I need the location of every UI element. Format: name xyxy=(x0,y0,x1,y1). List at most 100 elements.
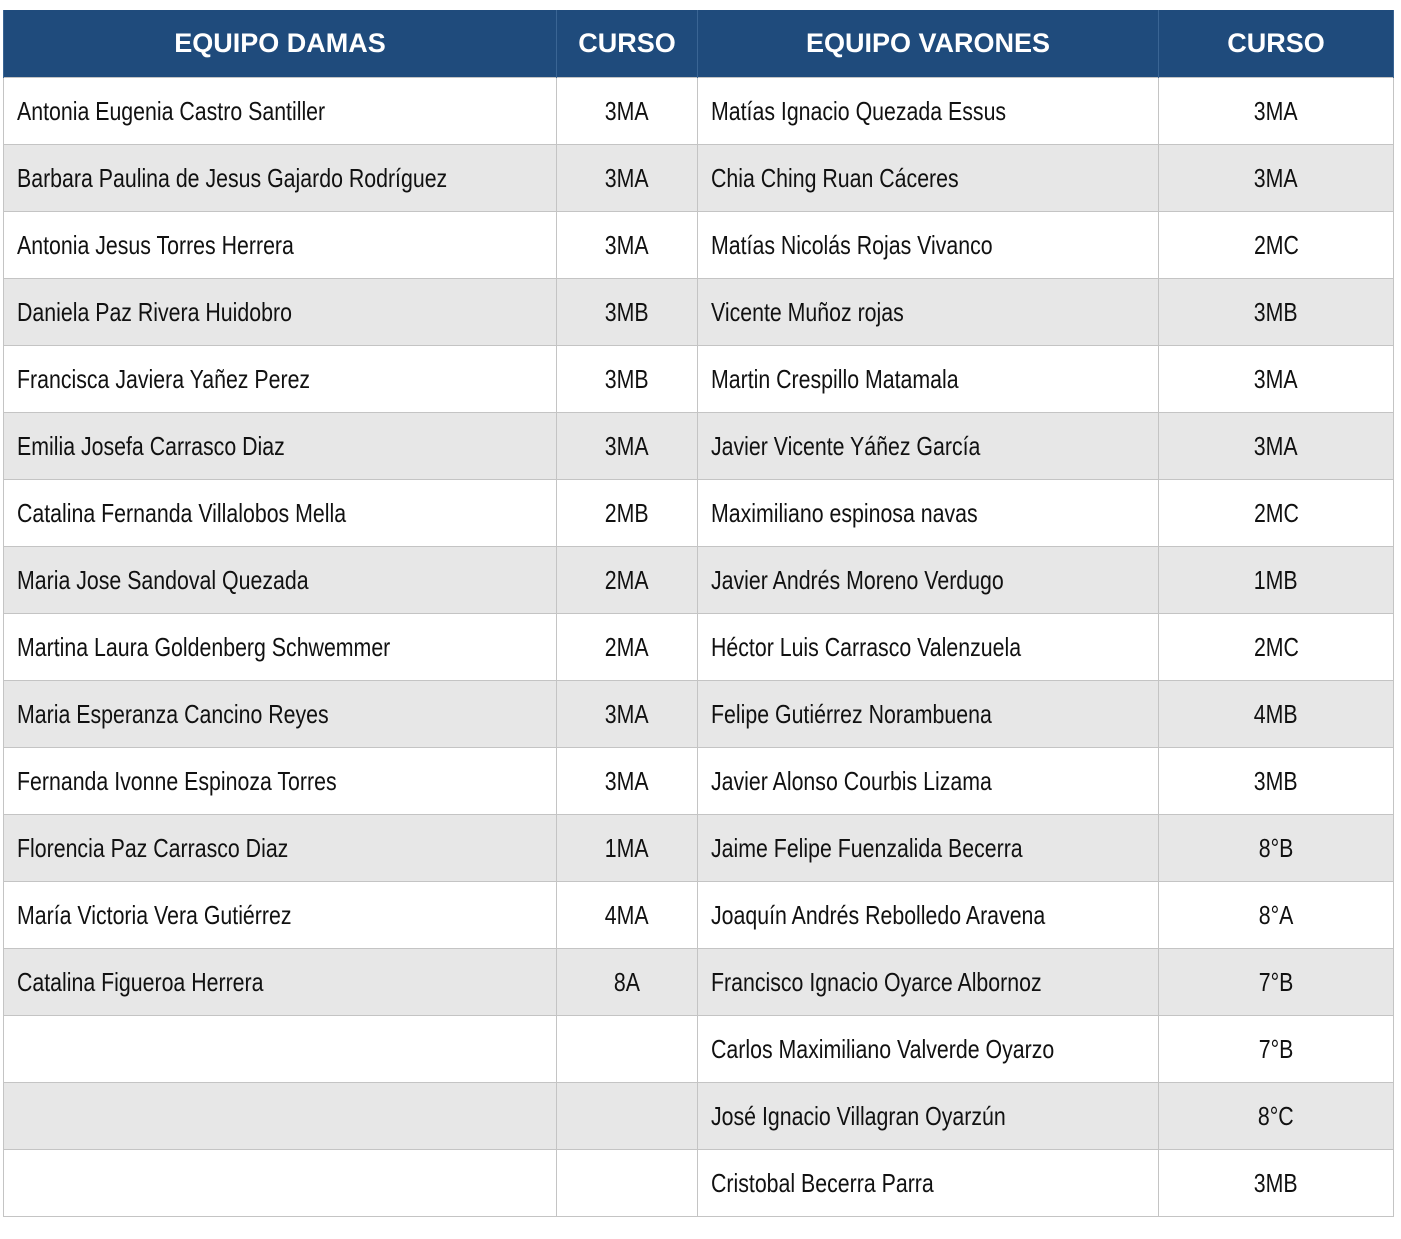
table-row: Barbara Paulina de Jesus Gajardo Rodrígu… xyxy=(3,144,1394,212)
header-equipo-damas: EQUIPO DAMAS xyxy=(3,10,557,78)
dama-curso-cell: 3MB xyxy=(556,278,698,346)
dama-name-text: María Victoria Vera Gutiérrez xyxy=(17,899,292,930)
dama-name-text: Catalina Figueroa Herrera xyxy=(17,966,264,997)
dama-curso-text: 3MA xyxy=(605,430,649,461)
varon-name-cell: Chia Ching Ruan Cáceres xyxy=(697,144,1159,212)
varon-name-cell: Javier Andrés Moreno Verdugo xyxy=(697,546,1159,614)
varon-name-text: José Ignacio Villagran Oyarzún xyxy=(711,1100,1006,1131)
dama-name-cell: Maria Jose Sandoval Quezada xyxy=(3,546,557,614)
varon-name-text: Vicente Muñoz rojas xyxy=(711,296,904,327)
dama-curso-cell: 3MA xyxy=(556,211,698,279)
varon-name-cell: Cristobal Becerra Parra xyxy=(697,1149,1159,1217)
dama-curso-cell: 2MA xyxy=(556,546,698,614)
dama-name-cell: Antonia Eugenia Castro Santiller xyxy=(3,77,557,145)
table-row: Catalina Fernanda Villalobos Mella 2MB Max… xyxy=(3,479,1394,547)
table-row: Daniela Paz Rivera Huidobro 3MB Vicente Mu… xyxy=(3,278,1394,346)
dama-name-cell: Daniela Paz Rivera Huidobro xyxy=(3,278,557,346)
varon-name-text: Martin Crespillo Matamala xyxy=(711,363,959,394)
dama-curso-text: 3MA xyxy=(605,229,649,260)
varon-curso-text: 2MC xyxy=(1253,497,1299,528)
dama-curso-cell: 3MA xyxy=(556,77,698,145)
varon-curso-text: 2MC xyxy=(1253,631,1299,662)
varon-name-cell: Jaime Felipe Fuenzalida Becerra xyxy=(697,814,1159,882)
dama-curso-text: 3MB xyxy=(605,363,649,394)
varon-name-text: Cristobal Becerra Parra xyxy=(711,1167,934,1198)
dama-name-text: Antonia Eugenia Castro Santiller xyxy=(17,95,326,126)
dama-curso-cell xyxy=(556,1015,698,1083)
varon-curso-text: 3MB xyxy=(1254,765,1298,796)
varon-name-cell: Maximiliano espinosa navas xyxy=(697,479,1159,547)
varon-curso-cell: 3MB xyxy=(1158,1149,1394,1217)
dama-curso-text: 3MA xyxy=(605,698,649,729)
dama-name-text: Daniela Paz Rivera Huidobro xyxy=(17,296,292,327)
varon-curso-cell: 8°C xyxy=(1158,1082,1394,1150)
varon-name-cell: Francisco Ignacio Oyarce Albornoz xyxy=(697,948,1159,1016)
varon-curso-cell: 8°A xyxy=(1158,881,1394,949)
varon-name-text: Matías Ignacio Quezada Essus xyxy=(711,95,1007,126)
dama-name-text: Antonia Jesus Torres Herrera xyxy=(17,229,294,260)
header-equipo-varones: EQUIPO VARONES xyxy=(697,10,1159,78)
varon-curso-cell: 7°B xyxy=(1158,948,1394,1016)
varon-name-text: Carlos Maximiliano Valverde Oyarzo xyxy=(711,1033,1055,1064)
varon-curso-text: 7°B xyxy=(1258,966,1294,997)
varon-name-cell: Javier Vicente Yáñez García xyxy=(697,412,1159,480)
dama-curso-text: 1MA xyxy=(605,832,649,863)
varon-name-cell: Héctor Luis Carrasco Valenzuela xyxy=(697,613,1159,681)
dama-curso-cell xyxy=(556,1149,698,1217)
dama-name-text: Emilia Josefa Carrasco Diaz xyxy=(17,430,285,461)
dama-name-text: Martina Laura Goldenberg Schwemmer xyxy=(17,631,391,662)
varon-curso-cell: 4MB xyxy=(1158,680,1394,748)
varon-curso-cell: 1MB xyxy=(1158,546,1394,614)
dama-curso-cell: 3MA xyxy=(556,412,698,480)
varon-curso-cell: 2MC xyxy=(1158,211,1394,279)
varon-curso-text: 2MC xyxy=(1253,229,1299,260)
varon-curso-cell: 3MA xyxy=(1158,345,1394,413)
dama-curso-text: 2MA xyxy=(605,564,649,595)
dama-name-text: Francisca Javiera Yañez Perez xyxy=(17,363,311,394)
varon-name-text: Chia Ching Ruan Cáceres xyxy=(711,162,959,193)
dama-curso-cell: 8A xyxy=(556,948,698,1016)
varon-curso-cell: 3MA xyxy=(1158,412,1394,480)
dama-name-cell: Catalina Fernanda Villalobos Mella xyxy=(3,479,557,547)
varon-name-text: Felipe Gutiérrez Norambuena xyxy=(711,698,992,729)
varon-curso-cell: 3MB xyxy=(1158,278,1394,346)
varon-name-text: Javier Alonso Courbis Lizama xyxy=(711,765,992,796)
dama-name-text: Maria Jose Sandoval Quezada xyxy=(17,564,309,595)
dama-name-cell: Maria Esperanza Cancino Reyes xyxy=(3,680,557,748)
dama-name-cell xyxy=(3,1149,557,1217)
header-curso-damas: CURSO xyxy=(556,10,698,78)
varon-name-cell: Vicente Muñoz rojas xyxy=(697,278,1159,346)
dama-name-cell: Emilia Josefa Carrasco Diaz xyxy=(3,412,557,480)
dama-curso-cell: 2MB xyxy=(556,479,698,547)
roster-body: Antonia Eugenia Castro Santiller 3MA Matía… xyxy=(3,77,1394,1217)
dama-curso-text: 8A xyxy=(613,966,641,997)
varon-curso-text: 3MA xyxy=(1254,95,1298,126)
varon-curso-text: 8°A xyxy=(1258,899,1294,930)
dama-name-cell: Catalina Figueroa Herrera xyxy=(3,948,557,1016)
varon-curso-text: 3MA xyxy=(1254,162,1298,193)
dama-curso-text: 4MA xyxy=(605,899,649,930)
dama-curso-text: 3MA xyxy=(605,765,649,796)
varon-name-cell: Joaquín Andrés Rebolledo Aravena xyxy=(697,881,1159,949)
varon-curso-cell: 8°B xyxy=(1158,814,1394,882)
dama-name-cell: María Victoria Vera Gutiérrez xyxy=(3,881,557,949)
varon-curso-cell: 2MC xyxy=(1158,479,1394,547)
dama-curso-cell: 4MA xyxy=(556,881,698,949)
varon-name-text: Maximiliano espinosa navas xyxy=(711,497,978,528)
dama-name-cell: Florencia Paz Carrasco Diaz xyxy=(3,814,557,882)
roster-table: EQUIPO DAMAS CURSO EQUIPO VARONES CURSO … xyxy=(3,10,1394,1217)
dama-name-cell xyxy=(3,1015,557,1083)
table-row: María Victoria Vera Gutiérrez 4MA Joaquín … xyxy=(3,881,1394,949)
dama-curso-text: 2MB xyxy=(605,497,649,528)
varon-curso-text: 8°B xyxy=(1258,832,1294,863)
table-row: Maria Jose Sandoval Quezada 2MA Javier And… xyxy=(3,546,1394,614)
table-row: Catalina Figueroa Herrera 8A Francisco Ign… xyxy=(3,948,1394,1016)
varon-name-cell: Martin Crespillo Matamala xyxy=(697,345,1159,413)
table-row: Maria Esperanza Cancino Reyes 3MA Felipe G… xyxy=(3,680,1394,748)
varon-name-cell: Matías Nicolás Rojas Vivanco xyxy=(697,211,1159,279)
dama-curso-text: 3MB xyxy=(605,296,649,327)
dama-name-cell: Antonia Jesus Torres Herrera xyxy=(3,211,557,279)
table-row: Francisca Javiera Yañez Perez 3MB Martin C… xyxy=(3,345,1394,413)
varon-curso-text: 1MB xyxy=(1254,564,1298,595)
varon-name-text: Matías Nicolás Rojas Vivanco xyxy=(711,229,993,260)
